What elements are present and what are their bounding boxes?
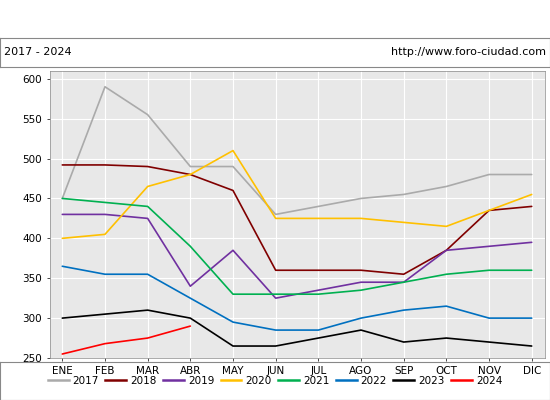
Text: http://www.foro-ciudad.com: http://www.foro-ciudad.com (390, 47, 546, 57)
Text: Evolucion del paro registrado en Malpartida de Plasencia: Evolucion del paro registrado en Malpart… (85, 12, 465, 26)
Text: 2017 - 2024: 2017 - 2024 (4, 47, 72, 57)
Legend: 2017, 2018, 2019, 2020, 2021, 2022, 2023, 2024: 2017, 2018, 2019, 2020, 2021, 2022, 2023… (43, 372, 507, 390)
